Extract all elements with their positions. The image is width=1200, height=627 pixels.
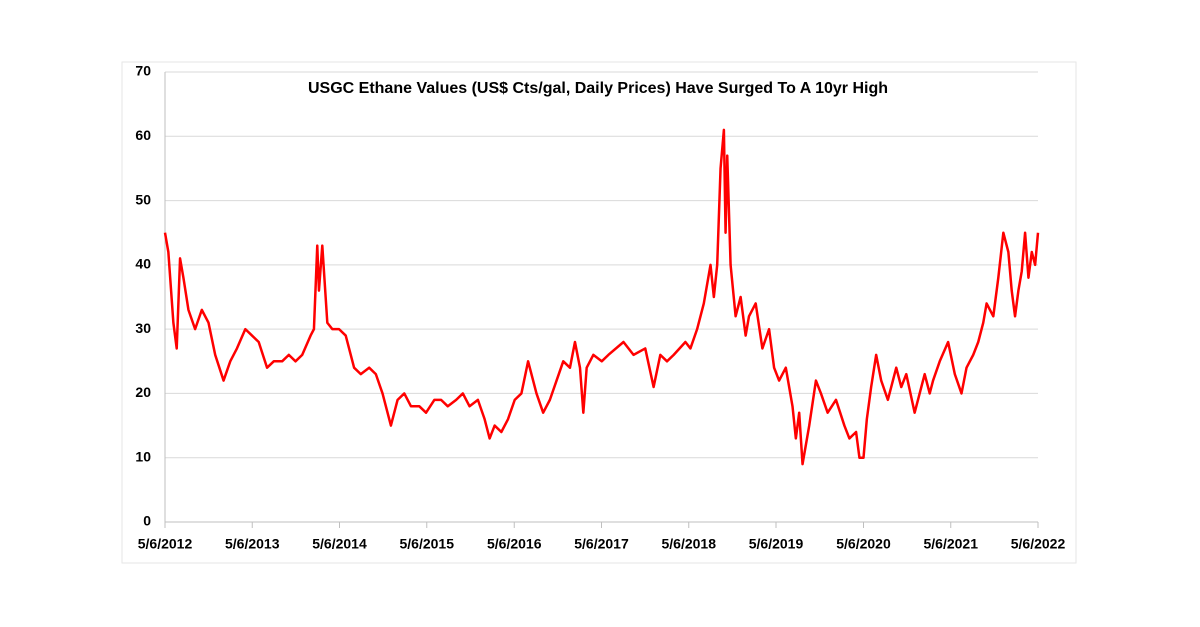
y-tick-label: 0	[143, 513, 151, 529]
x-tick-label: 5/6/2017	[574, 536, 629, 552]
price-line	[163, 128, 1040, 466]
x-tick-label: 5/6/2012	[138, 536, 193, 552]
x-tick-label: 5/6/2022	[1011, 536, 1066, 552]
x-tick-label: 5/6/2020	[836, 536, 891, 552]
x-tick-label: 5/6/2013	[225, 536, 280, 552]
y-tick-label: 60	[135, 127, 151, 143]
y-tick-label: 40	[135, 256, 151, 272]
y-tick-label: 70	[135, 63, 151, 79]
x-tick-label: 5/6/2016	[487, 536, 542, 552]
x-tick-label: 5/6/2014	[312, 536, 367, 552]
y-tick-label: 20	[135, 384, 151, 400]
x-tick-label: 5/6/2021	[923, 536, 978, 552]
plot-frame	[121, 61, 1077, 564]
y-tick-label: 50	[135, 191, 151, 207]
x-tick-label: 5/6/2018	[662, 536, 717, 552]
chart-title: USGC Ethane Values (US$ Cts/gal, Daily P…	[308, 80, 888, 97]
y-tick-label: 10	[135, 448, 151, 464]
x-tick-label: 5/6/2015	[400, 536, 455, 552]
x-tick-label: 5/6/2019	[749, 536, 804, 552]
y-tick-label: 30	[135, 320, 151, 336]
